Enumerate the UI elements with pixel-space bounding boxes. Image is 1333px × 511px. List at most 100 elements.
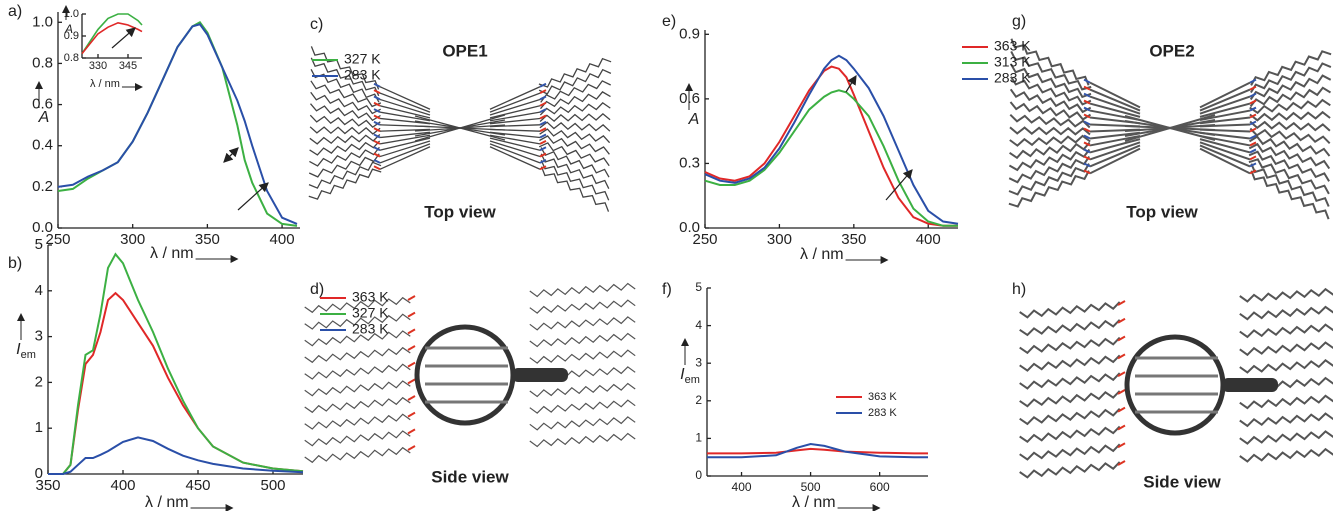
core-bond	[379, 128, 431, 132]
magnifier-handle	[512, 368, 568, 382]
amide	[373, 139, 381, 145]
core-bond	[489, 134, 541, 145]
amide	[1249, 169, 1257, 175]
amide	[539, 139, 547, 145]
alkyl-chain	[1239, 412, 1333, 428]
amide	[1117, 371, 1126, 377]
alkyl-chain	[308, 168, 382, 200]
alkyl-chain	[1019, 390, 1121, 408]
alkyl-chain	[1019, 301, 1121, 319]
amide	[1083, 120, 1091, 126]
alkyl-chain	[304, 363, 411, 380]
amide	[373, 146, 381, 152]
core-bond	[379, 131, 431, 139]
core-bond	[1199, 141, 1251, 161]
alkyl-chain	[309, 114, 381, 129]
core-bond	[1089, 88, 1141, 112]
core-bond	[1089, 81, 1141, 109]
amide	[1249, 127, 1257, 133]
y-tick-label: 1.0	[32, 13, 53, 30]
alkyl-chain	[304, 396, 411, 414]
amide	[1117, 335, 1126, 342]
amide	[1083, 134, 1091, 140]
x-tick-label: 350	[35, 477, 60, 494]
alkyl-chain	[529, 416, 636, 431]
amide	[1083, 85, 1091, 91]
alkyl-chain	[309, 126, 381, 135]
amide	[373, 127, 381, 133]
core-bond	[379, 86, 431, 110]
legend-label: 283 K	[344, 67, 381, 83]
amide	[1117, 389, 1126, 395]
alkyl-chain	[1008, 163, 1090, 196]
y-axis-label: A	[688, 111, 700, 128]
y-tick-label: 4	[35, 282, 43, 299]
alkyl-chain	[1008, 155, 1091, 184]
view-caption: Top view	[1126, 202, 1198, 221]
core-bond	[379, 140, 431, 158]
core-bond	[1199, 81, 1251, 109]
legend-label: 363 K	[352, 289, 389, 305]
x-tick-label: 300	[120, 231, 145, 248]
amide	[1083, 169, 1091, 175]
y-tick-label: 1	[35, 419, 43, 436]
amide	[1083, 148, 1091, 154]
x-tick-label: 300	[767, 231, 792, 248]
alkyl-chain	[1239, 341, 1333, 357]
y-tick-label: 0	[695, 468, 702, 482]
alkyl-chain	[1239, 447, 1333, 463]
y-tick-label: 4	[695, 318, 702, 332]
amide	[1249, 113, 1257, 119]
alkyl-chain	[1239, 359, 1333, 374]
alkyl-chain	[309, 140, 381, 156]
y-tick-label: 0.9	[679, 25, 700, 42]
y-label-main: I	[16, 341, 21, 358]
view-caption: Side view	[431, 467, 509, 486]
amide	[407, 295, 416, 301]
alkyl-chain	[1248, 142, 1331, 170]
legend-label: 283 K	[352, 321, 389, 337]
panel-label: b)	[8, 255, 22, 272]
structure-title: OPE1	[442, 41, 487, 60]
core-bond	[489, 124, 541, 128]
y-label-main: A	[688, 111, 700, 128]
x-tick-label: 500	[260, 477, 285, 494]
y-tick-label: 0.8	[32, 54, 53, 71]
legend-label: 363 K	[868, 391, 897, 403]
amide	[1249, 141, 1257, 147]
alkyl-chain	[1239, 323, 1333, 339]
alkyl-chain	[529, 316, 636, 331]
amide	[1083, 162, 1091, 168]
amide	[1083, 127, 1091, 133]
amide	[373, 165, 381, 171]
alkyl-chain	[310, 69, 380, 103]
amide	[1083, 155, 1091, 161]
core-bond	[379, 137, 431, 151]
panel-label: f)	[662, 281, 672, 298]
panel-label: h)	[1012, 281, 1026, 298]
amide	[539, 146, 547, 152]
core-bond	[379, 111, 431, 122]
alkyl-chain	[539, 128, 611, 144]
alkyl-chain	[304, 430, 411, 447]
legend-label: 363 K	[994, 38, 1031, 54]
x-tick-label: 330	[89, 60, 107, 72]
amide	[1083, 78, 1091, 84]
alkyl-chain	[1239, 430, 1333, 445]
magnifier-lens	[1124, 334, 1226, 436]
alkyl-chain	[1019, 354, 1121, 372]
amide	[539, 159, 547, 164]
alkyl-chain	[1019, 372, 1121, 390]
core-bond	[1199, 88, 1251, 112]
core-bond	[1089, 144, 1141, 168]
y-tick-label: 5	[35, 236, 43, 253]
amide	[407, 328, 416, 335]
alkyl-chain	[1249, 98, 1331, 115]
core-bond	[1089, 95, 1141, 115]
alkyl-chain	[1009, 141, 1091, 160]
y-tick-label: 3	[695, 355, 702, 369]
alkyl-chain	[1248, 158, 1330, 195]
panel-label: a)	[8, 3, 22, 20]
